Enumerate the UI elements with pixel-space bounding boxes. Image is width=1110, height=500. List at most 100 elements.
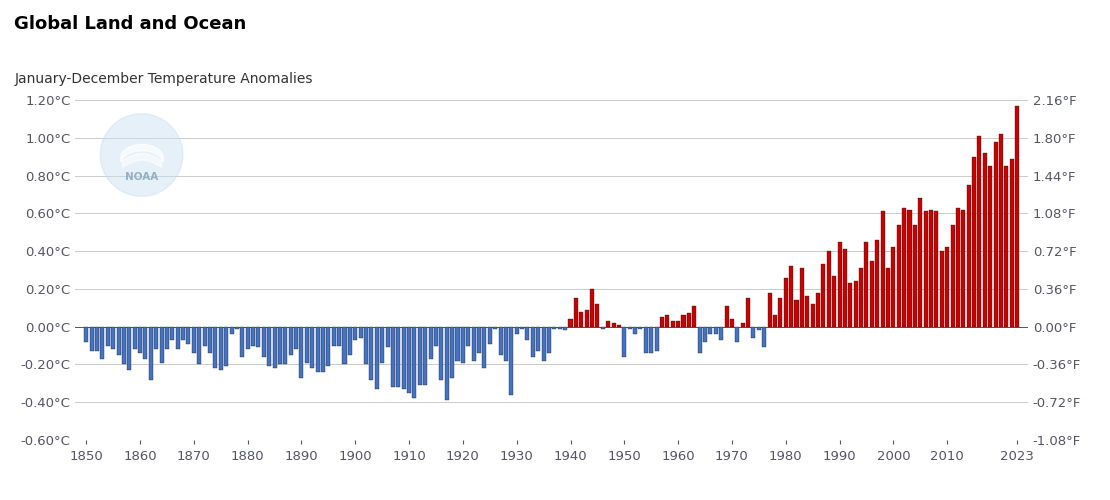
Bar	[676, 321, 680, 326]
Bar	[682, 316, 686, 326]
Bar	[945, 248, 949, 326]
Bar	[918, 198, 922, 326]
Bar	[961, 210, 966, 326]
Bar	[84, 326, 89, 342]
Bar	[472, 326, 476, 360]
Bar	[154, 326, 159, 349]
Bar	[305, 326, 309, 362]
Bar	[623, 326, 626, 357]
Bar	[170, 326, 174, 340]
Bar	[332, 326, 335, 345]
Bar	[380, 326, 384, 362]
Bar	[219, 326, 223, 370]
Bar	[842, 249, 847, 326]
Bar	[224, 326, 229, 366]
Bar	[213, 326, 218, 368]
Bar	[230, 326, 233, 334]
Bar	[521, 326, 524, 328]
Bar	[655, 326, 658, 351]
Bar	[160, 326, 163, 362]
Bar	[908, 210, 911, 326]
Bar	[972, 156, 976, 326]
Bar	[455, 326, 460, 360]
Bar	[364, 326, 369, 364]
Bar	[122, 326, 125, 364]
Bar	[757, 326, 760, 330]
Bar	[870, 260, 874, 326]
Bar	[175, 326, 180, 349]
Bar	[133, 326, 137, 349]
Bar	[967, 185, 970, 326]
Bar	[778, 298, 783, 326]
Bar	[402, 326, 406, 389]
Bar	[321, 326, 325, 372]
Bar	[935, 212, 938, 326]
Bar	[805, 296, 809, 326]
Bar	[337, 326, 341, 345]
Bar	[627, 326, 632, 328]
Bar	[487, 326, 492, 344]
Bar	[294, 326, 299, 349]
Bar	[1005, 166, 1008, 326]
Bar	[117, 326, 121, 355]
Bar	[262, 326, 265, 357]
Bar	[300, 326, 303, 378]
Bar	[391, 326, 395, 387]
Bar	[310, 326, 314, 368]
Bar	[359, 326, 363, 338]
Bar	[697, 326, 702, 353]
Bar	[827, 251, 830, 326]
Bar	[988, 166, 992, 326]
Bar	[493, 326, 497, 328]
Bar	[240, 326, 244, 357]
Bar	[982, 153, 987, 326]
Bar	[128, 326, 131, 370]
Bar	[902, 208, 906, 326]
Bar	[203, 326, 206, 345]
Bar	[557, 326, 562, 328]
Bar	[547, 326, 551, 353]
Bar	[670, 321, 675, 326]
Bar	[165, 326, 169, 349]
Circle shape	[100, 114, 183, 196]
Bar	[315, 326, 320, 372]
Bar	[186, 326, 191, 344]
Bar	[810, 304, 815, 326]
Bar	[105, 326, 110, 345]
Bar	[396, 326, 401, 387]
Text: January-December Temperature Anomalies: January-December Temperature Anomalies	[14, 72, 313, 86]
Bar	[515, 326, 518, 334]
Bar	[283, 326, 287, 364]
Bar	[289, 326, 293, 355]
Bar	[461, 326, 465, 362]
Bar	[886, 268, 890, 326]
Bar	[595, 304, 599, 326]
Bar	[912, 224, 917, 326]
Text: Global Land and Ocean: Global Land and Ocean	[14, 15, 246, 33]
Bar	[375, 326, 379, 389]
Bar	[423, 326, 427, 385]
Bar	[978, 136, 981, 326]
Bar	[708, 326, 713, 334]
Bar	[245, 326, 250, 349]
Bar	[385, 326, 390, 347]
Bar	[897, 224, 900, 326]
Bar	[875, 240, 879, 326]
Bar	[273, 326, 276, 368]
Bar	[353, 326, 357, 340]
Bar	[832, 276, 836, 326]
Bar	[993, 142, 998, 326]
Bar	[531, 326, 535, 357]
Bar	[95, 326, 99, 351]
Bar	[865, 242, 868, 326]
Bar	[542, 326, 546, 360]
Bar	[859, 268, 864, 326]
Bar	[612, 323, 616, 326]
Bar	[553, 326, 556, 328]
Bar	[536, 326, 541, 351]
Bar	[940, 251, 944, 326]
Bar	[763, 326, 766, 347]
Bar	[440, 326, 443, 380]
Bar	[719, 326, 724, 340]
Bar	[1010, 158, 1013, 326]
